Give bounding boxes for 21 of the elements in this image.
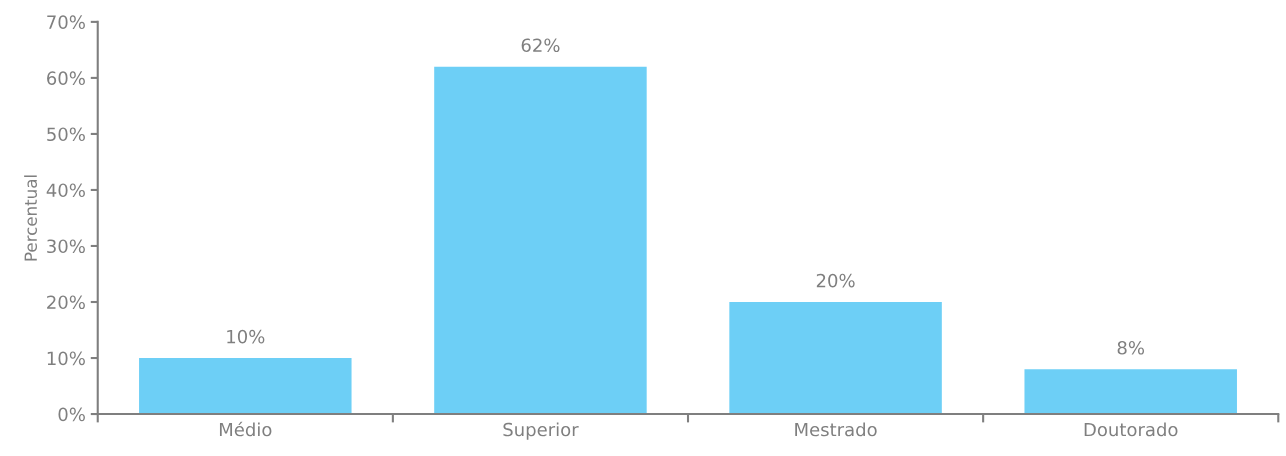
data-label: 10% bbox=[227, 329, 265, 344]
bar bbox=[434, 66, 647, 415]
y-tick-label: 30% bbox=[47, 239, 85, 254]
y-tick-label: 70% bbox=[47, 15, 85, 29]
y-tick-label: 0% bbox=[58, 407, 85, 422]
data-label: 20% bbox=[816, 273, 855, 288]
x-tick-label: Médio bbox=[219, 421, 272, 437]
x-tick-label: Mestrado bbox=[795, 422, 877, 437]
y-tick-label: 50% bbox=[47, 127, 85, 142]
bar bbox=[139, 358, 352, 415]
bar bbox=[1024, 369, 1237, 415]
x-tick-label: Doutorado bbox=[1084, 422, 1178, 437]
bar bbox=[729, 302, 942, 415]
x-tick-label: Superior bbox=[503, 422, 579, 440]
y-tick-label: 40% bbox=[46, 183, 85, 198]
data-label: 8% bbox=[1117, 340, 1145, 355]
y-tick-label: 20% bbox=[47, 295, 85, 310]
data-label: 62% bbox=[521, 38, 560, 53]
y-tick-label: 60% bbox=[47, 71, 85, 86]
y-axis-title: Percentual bbox=[24, 175, 38, 261]
y-tick-label: 10% bbox=[47, 351, 85, 366]
